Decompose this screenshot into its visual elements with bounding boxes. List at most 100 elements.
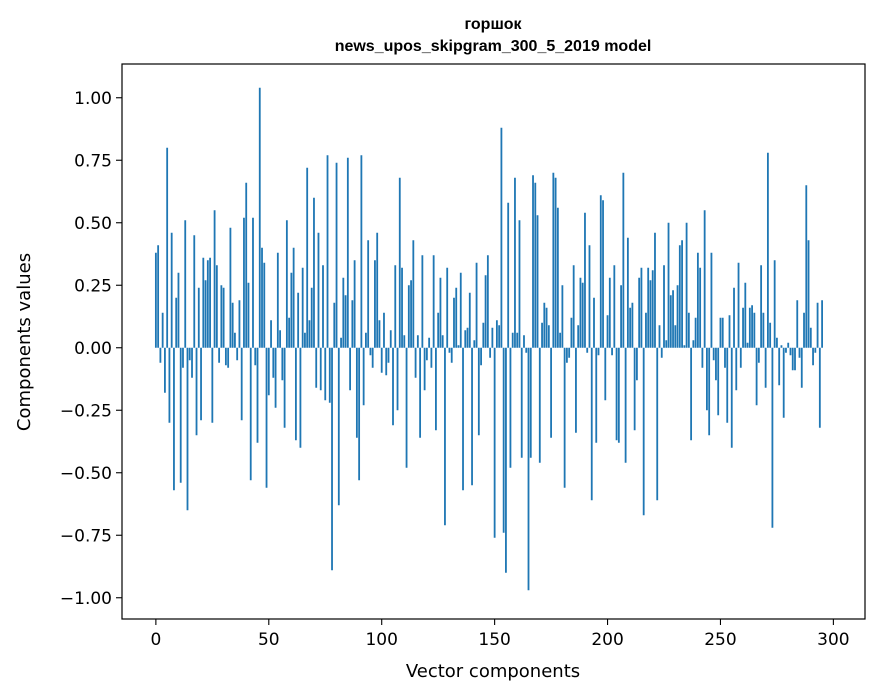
bar [717,348,719,416]
bar [550,348,552,438]
bar [742,308,744,348]
bar [198,288,200,348]
bar [356,348,358,438]
bar [783,348,785,418]
bar [580,278,582,348]
bar [453,298,455,348]
bar [286,220,288,348]
bar [159,348,161,363]
bar [747,343,749,348]
bar [561,285,563,348]
bar [467,328,469,348]
bar [426,348,428,361]
bar [622,173,624,348]
bar [342,278,344,348]
bar [803,313,805,348]
bar [365,333,367,348]
bar [460,273,462,348]
bar [756,348,758,406]
bars-group [155,88,823,591]
bar [573,265,575,348]
bar [496,320,498,348]
bar [313,198,315,348]
bar [241,348,243,421]
bar [674,325,676,348]
bar [372,348,374,368]
bar [516,333,518,348]
bar [530,348,532,458]
bar [329,348,331,403]
bar [650,280,652,348]
bar [225,348,227,366]
bar [543,303,545,348]
bar [760,265,762,348]
bar [446,268,448,348]
bar [363,348,365,406]
bar [491,328,493,348]
bar [507,203,509,348]
bar [419,348,421,438]
bar [625,348,627,463]
bar [243,218,245,348]
bar [498,325,500,348]
bar [566,348,568,363]
bar [618,348,620,443]
bar [695,318,697,348]
bar [534,183,536,348]
y-tick-label: 0.00 [74,339,112,359]
bar [501,128,503,348]
bar [200,348,202,421]
bar [708,348,710,436]
bar [654,233,656,348]
bar [575,348,577,433]
bar [521,348,523,458]
bar [571,318,573,348]
bar [722,318,724,348]
bar [295,348,297,441]
bar [223,288,225,348]
bar [406,348,408,468]
bar [211,348,213,423]
bar [184,220,186,348]
bar [403,335,405,348]
chart-title: горшок [464,16,522,33]
bar [767,153,769,348]
bar [681,240,683,348]
bar [751,305,753,348]
bar [417,335,419,348]
bar [715,348,717,381]
bar [532,175,534,348]
bar [686,223,688,348]
bar [765,348,767,388]
bar [421,255,423,348]
bar [769,323,771,348]
x-tick-label: 250 [704,630,736,650]
bar [300,348,302,448]
bar [374,260,376,348]
bar [808,240,810,348]
bar [171,233,173,348]
bar [250,348,252,481]
bar [679,245,681,348]
bar [494,348,496,538]
bar [333,303,335,348]
bar [399,178,401,348]
bar [202,258,204,348]
bar [311,288,313,348]
bar [740,348,742,368]
bar [471,348,473,486]
bar [254,348,256,366]
bar [175,298,177,348]
bar [157,245,159,348]
bar [616,348,618,441]
bar [706,348,708,411]
bar [668,223,670,348]
bar [586,348,588,353]
bar [528,348,530,591]
bar [304,333,306,348]
bar [338,348,340,506]
bar [318,233,320,348]
bar [629,308,631,348]
x-tick-label: 50 [258,630,280,650]
bar [309,320,311,348]
